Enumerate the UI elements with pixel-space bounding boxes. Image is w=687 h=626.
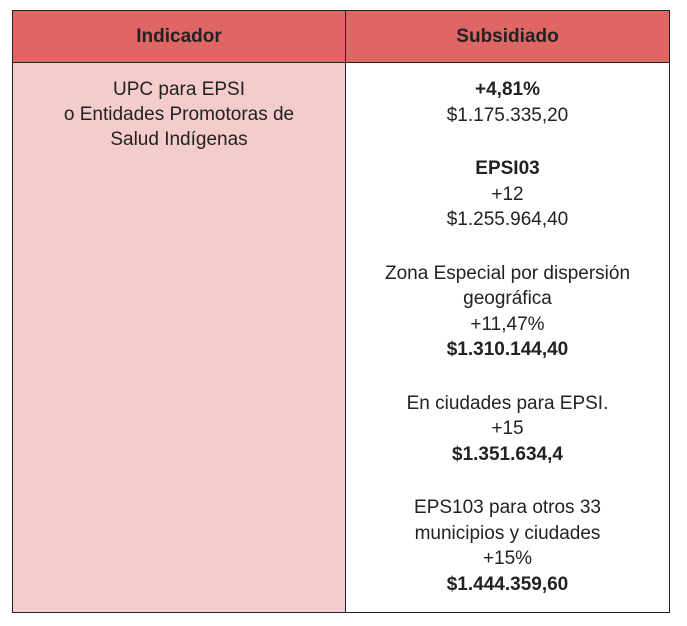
value-line: +4,81% (475, 79, 540, 100)
header-row: Indicador Subsidiado (12, 10, 670, 63)
value-line: geográfica (463, 288, 552, 309)
indicator-cell: UPC para EPSI o Entidades Promotoras de … (12, 62, 346, 613)
value-block: EPS103 para otros 33 municipios y ciudade… (347, 495, 668, 597)
value-block: +4,81% $1.175.335,20 (347, 77, 668, 128)
value-block: En ciudades para EPSI. +15 $1.351.634,4 (347, 391, 668, 468)
value-line: $1.444.359,60 (446, 573, 569, 595)
value-line: $1.255.964,40 (446, 209, 569, 230)
value-block: Zona Especial por dispersión geográfica +1… (347, 261, 668, 363)
indicator-line: o Entidades Promotoras de (63, 104, 295, 125)
subsidiado-cell: +4,81% $1.175.335,20 EPSI03 +12 $1.255.964,4… (345, 62, 670, 613)
header-indicador: Indicador (12, 10, 346, 63)
table-row: UPC para EPSI o Entidades Promotoras de … (12, 62, 670, 613)
value-line: $1.310.144,40 (446, 339, 569, 360)
value-line: $1.351.634,4 (452, 443, 563, 465)
value-line: +15% (482, 548, 533, 569)
value-block: EPSI03 +12 $1.255.964,40 (347, 156, 668, 233)
value-line: EPSI03 (475, 158, 540, 179)
value-line: $1.175.335,20 (446, 104, 569, 126)
value-line: Zona Especial por dispersión (384, 262, 631, 284)
value-line: En ciudades para EPSI. (406, 392, 609, 414)
value-line: +11,47% (470, 313, 545, 335)
value-line: municipios y ciudades (414, 522, 601, 544)
indicator-line: Salud Indígenas (110, 129, 248, 150)
value-line: EPS103 para otros 33 (414, 497, 601, 518)
value-line: +15 (491, 418, 524, 439)
header-subsidiado: Subsidiado (345, 10, 670, 63)
upc-table: Indicador Subsidiado UPC para EPSI o Ent… (12, 10, 670, 613)
value-line: +12 (491, 183, 524, 205)
indicator-line: UPC para EPSI (113, 79, 245, 100)
